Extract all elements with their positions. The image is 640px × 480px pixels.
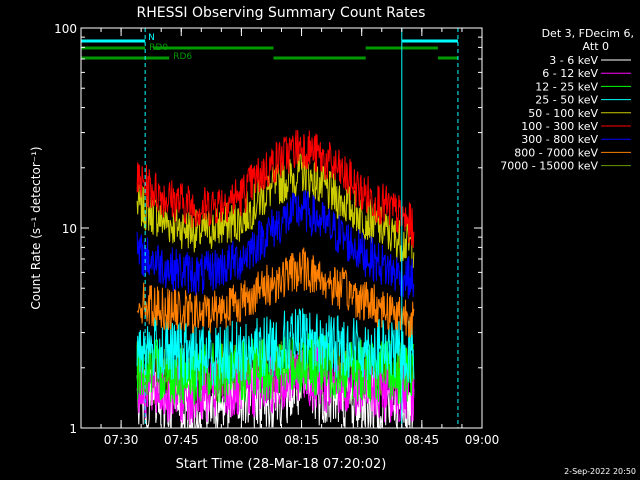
legend-label: 800 - 7000 keV <box>514 146 598 159</box>
x-tick-label: 07:30 <box>104 433 139 447</box>
legend-label: 50 - 100 keV <box>528 107 598 120</box>
chart-title: RHESSI Observing Summary Count Rates <box>137 5 426 21</box>
y-axis-label: Count Rate (s⁻¹ detector⁻¹) <box>29 146 43 309</box>
legend-label: 7000 - 15000 keV <box>500 160 598 173</box>
flag-rd6-label: RD6 <box>173 52 192 62</box>
series-line-300-800-kev <box>136 190 415 299</box>
legend-label: 100 - 300 keV <box>521 120 598 133</box>
legend-label: 12 - 25 keV <box>535 80 598 93</box>
legend-label: 3 - 6 keV <box>549 54 598 67</box>
legend-subtitle: Att 0 <box>583 40 609 53</box>
x-tick-label: 08:45 <box>405 433 440 447</box>
y-tick-label: 10 <box>62 222 77 236</box>
legend-label: 6 - 12 keV <box>542 67 598 80</box>
x-tick-label: 09:00 <box>465 433 500 447</box>
x-tick-label: 08:30 <box>344 433 379 447</box>
y-tick-label: 100 <box>54 22 77 36</box>
legend-label: 25 - 50 keV <box>535 94 598 107</box>
x-tick-label: 08:00 <box>224 433 259 447</box>
series-line-100-300-kev <box>136 129 415 249</box>
flag-rd0-label: RD0 <box>149 43 168 53</box>
x-tick-label: 07:45 <box>164 433 199 447</box>
x-axis-label: Start Time (28-Mar-18 07:20:02) <box>176 457 387 472</box>
timestamp: 2-Sep-2022 20:50 <box>564 467 636 476</box>
flag-n-label: N <box>148 33 155 43</box>
legend-label: 300 - 800 keV <box>521 133 598 146</box>
x-tick-label: 08:15 <box>284 433 319 447</box>
legend-title: Det 3, FDecim 6, <box>542 27 634 40</box>
series-line-800-7000-kev <box>136 247 415 338</box>
series-layer <box>136 129 415 430</box>
y-tick-label: 1 <box>69 422 77 436</box>
series-line-25-50-kev <box>136 308 415 387</box>
ticks-layer: 07:30 07:45 08:00 08:15 08:30 08:45 09:00 1 10 10… <box>54 22 499 447</box>
